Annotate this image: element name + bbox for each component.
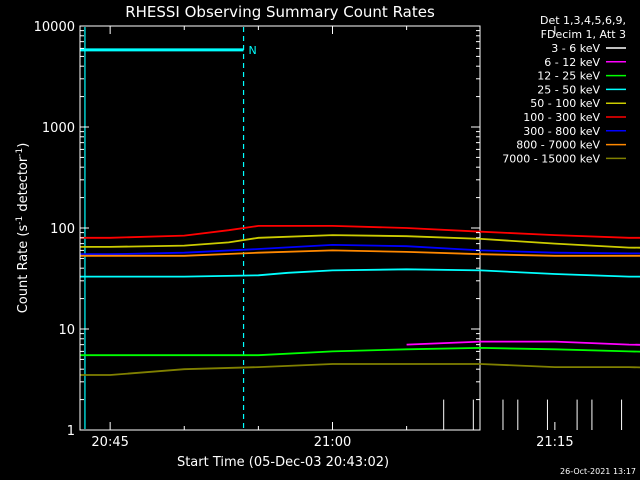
x-axis-label: Start Time (05-Dec-03 20:43:02) (177, 455, 389, 470)
timestamp: 26-Oct-2021 13:17 (560, 467, 636, 476)
y-axis-label-sup2: -1 (15, 148, 25, 157)
y-axis-label-main: Count Rate (s (16, 225, 31, 314)
series-7000-15000-keV (80, 363, 640, 376)
data-series (80, 224, 640, 430)
axis-ticks: 11010010001000020:4521:0021:1521:3021:45… (34, 20, 574, 450)
y-tick-label: 100 (50, 222, 75, 237)
series-25-50-keV (80, 268, 640, 278)
series-300-800-keV (80, 243, 640, 256)
series-100-300-keV (80, 224, 640, 239)
legend: Det 1,3,4,5,6,9, FDecim 1, Att 3 3 - 6 k… (502, 14, 626, 165)
legend-label: 7000 - 15000 keV (502, 152, 600, 165)
y-axis-label-mid: detector (16, 156, 31, 216)
y-axis-label-end: ) (16, 143, 31, 148)
chart-title: RHESSI Observing Summary Count Rates (125, 3, 435, 21)
legend-label: 12 - 25 keV (537, 70, 600, 83)
flag-label: N (249, 44, 257, 57)
series-50-100-keV (80, 234, 640, 249)
x-tick-label: 21:15 (536, 435, 573, 450)
legend-label: 3 - 6 keV (551, 42, 600, 55)
y-axis-label: Count Rate (s-1 detector-1) (15, 143, 31, 314)
x-tick-label: 21:00 (314, 435, 351, 450)
legend-label: 300 - 800 keV (523, 125, 600, 138)
y-tick-label: 1000 (42, 121, 75, 136)
series-6-12-keV (406, 340, 640, 346)
y-axis-label-sup1: -1 (15, 216, 25, 225)
plot-area: NS 11010010001000020:4521:0021:1521:3021… (34, 20, 640, 450)
x-tick-label: 20:45 (91, 435, 128, 450)
series-12-25-keV (80, 346, 640, 357)
legend-label: 6 - 12 keV (544, 56, 600, 69)
legend-header-line-1: Det 1,3,4,5,6,9, (540, 14, 626, 27)
y-tick-label: 10000 (34, 20, 75, 35)
legend-label: 25 - 50 keV (537, 83, 600, 96)
legend-header-line-2: FDecim 1, Att 3 (541, 28, 626, 41)
y-tick-label: 1 (67, 424, 75, 439)
legend-label: 100 - 300 keV (523, 111, 600, 124)
y-tick-label: 10 (58, 323, 75, 338)
legend-label: 50 - 100 keV (530, 97, 600, 110)
legend-label: 800 - 7000 keV (516, 139, 600, 152)
observing-flags: NS (80, 44, 257, 57)
series-800-7000-keV (80, 249, 640, 257)
